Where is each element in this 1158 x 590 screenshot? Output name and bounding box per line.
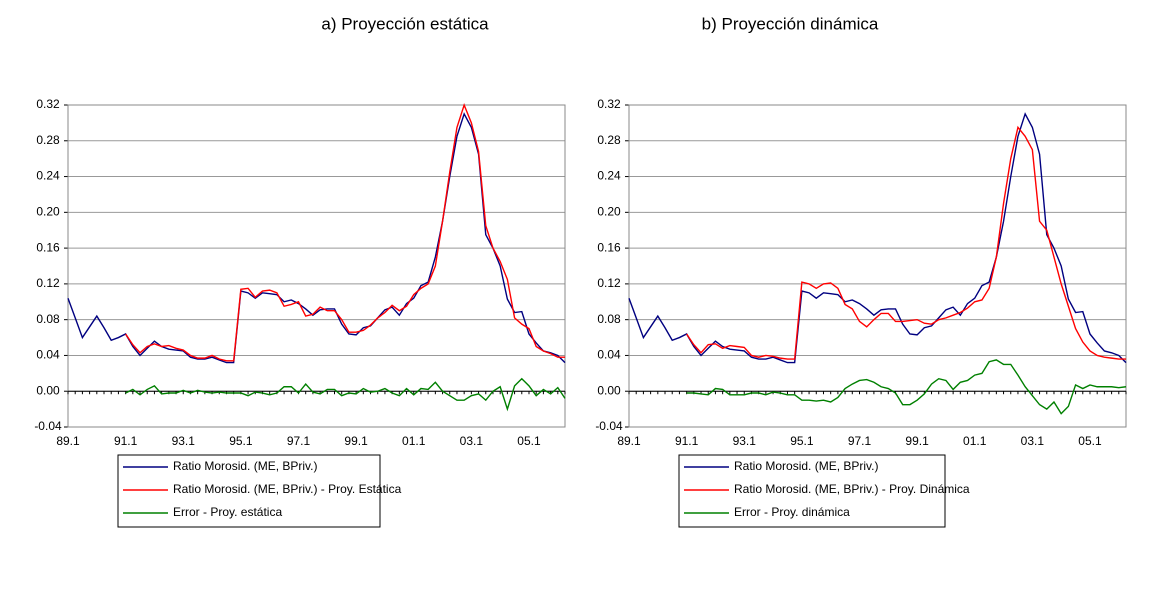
x-tick-label: 93.1 <box>733 434 757 448</box>
x-tick-label: 93.1 <box>172 434 196 448</box>
x-tick-label: 97.1 <box>848 434 872 448</box>
y-tick-label: 0.00 <box>36 383 60 397</box>
x-tick-label: 01.1 <box>402 434 426 448</box>
y-tick-label: 0.04 <box>597 348 621 362</box>
series-line <box>686 359 1127 415</box>
y-tick-label: 0.28 <box>36 133 60 147</box>
y-tick-label: 0.08 <box>597 312 621 326</box>
legend-label: Ratio Morosid. (ME, BPriv.) <box>173 459 317 473</box>
y-tick-label: 0.24 <box>36 169 60 183</box>
chart-title: b) Proyección dinámica <box>702 14 879 33</box>
y-tick-label: 0.16 <box>597 240 621 254</box>
x-tick-label: 99.1 <box>905 434 929 448</box>
y-tick-label: 0.16 <box>36 240 60 254</box>
y-tick-label: 0.28 <box>597 133 621 147</box>
y-tick-label: -0.04 <box>595 419 623 433</box>
y-tick-label: 0.08 <box>36 312 60 326</box>
series-line <box>628 112 1127 364</box>
legend-label: Error - Proy. estática <box>173 505 282 519</box>
x-tick-label: 95.1 <box>790 434 814 448</box>
legend-label: Ratio Morosid. (ME, BPriv.) <box>734 459 878 473</box>
series-line <box>686 125 1126 360</box>
y-tick-label: 0.12 <box>36 276 60 290</box>
y-tick-label: 0.24 <box>597 169 621 183</box>
series-line <box>125 377 566 412</box>
x-tick-label: 91.1 <box>114 434 138 448</box>
x-tick-label: 03.1 <box>1021 434 1045 448</box>
y-tick-label: 0.20 <box>597 205 621 219</box>
x-tick-label: 91.1 <box>675 434 699 448</box>
y-tick-label: 0.32 <box>36 97 60 111</box>
x-tick-label: 03.1 <box>460 434 484 448</box>
y-tick-label: 0.12 <box>597 276 621 290</box>
x-tick-label: 05.1 <box>1078 434 1102 448</box>
plot-frame <box>67 104 566 428</box>
x-tick-label: 89.1 <box>617 434 641 448</box>
x-tick-label: 05.1 <box>517 434 541 448</box>
y-tick-label: 0.32 <box>597 97 621 111</box>
y-tick-label: 0.00 <box>597 383 621 397</box>
legend-label: Error - Proy. dinámica <box>734 505 850 519</box>
y-tick-label: 0.04 <box>36 348 60 362</box>
chart-title: a) Proyección estática <box>321 14 489 33</box>
legend-label: Ratio Morosid. (ME, BPriv.) - Proy. Está… <box>173 482 402 496</box>
y-tick-label: -0.04 <box>34 419 62 433</box>
plot-frame <box>628 104 1127 428</box>
series-line <box>125 102 565 362</box>
x-tick-label: 95.1 <box>229 434 253 448</box>
x-tick-label: 99.1 <box>344 434 368 448</box>
legend-label: Ratio Morosid. (ME, BPriv.) - Proy. Diná… <box>734 482 970 496</box>
y-tick-label: 0.20 <box>36 205 60 219</box>
x-tick-label: 01.1 <box>963 434 987 448</box>
x-tick-label: 97.1 <box>287 434 311 448</box>
x-tick-label: 89.1 <box>56 434 80 448</box>
